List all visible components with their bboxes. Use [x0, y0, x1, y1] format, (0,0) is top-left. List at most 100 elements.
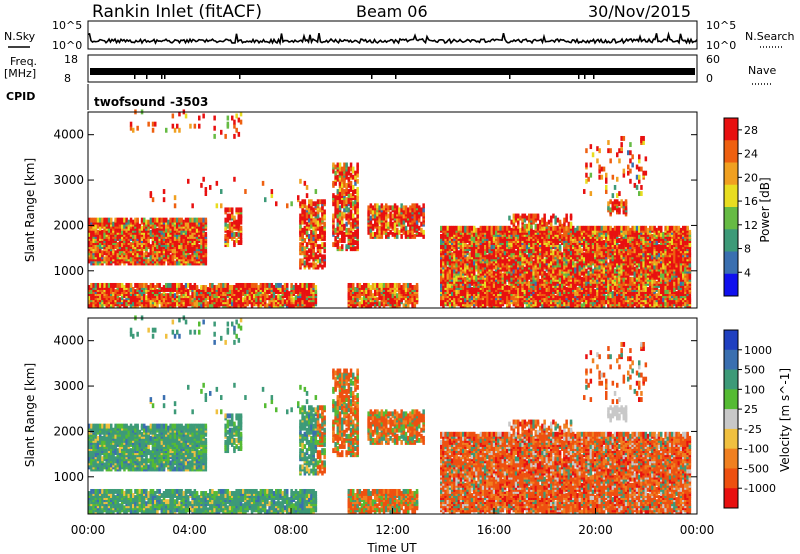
power-cell — [299, 217, 302, 223]
power-cell — [151, 282, 155, 288]
power-cell — [129, 303, 133, 309]
power-cell — [165, 238, 168, 243]
power-cell — [136, 223, 139, 229]
power-cell — [162, 297, 166, 303]
power-cell — [217, 291, 221, 297]
power-cell — [334, 236, 337, 241]
power-cell — [297, 289, 300, 295]
power-cell — [110, 256, 113, 262]
power-cell — [303, 213, 307, 219]
power-cell — [92, 244, 95, 250]
power-cell — [224, 225, 227, 231]
power-cell — [301, 258, 304, 264]
power-cell — [220, 287, 223, 292]
power-cell — [226, 121, 230, 127]
power-cell — [189, 295, 192, 301]
power-cell — [233, 133, 236, 139]
power-cell — [101, 233, 104, 239]
power-cell — [121, 282, 124, 288]
power-cell — [121, 223, 124, 229]
power-cell — [305, 301, 309, 307]
power-cell — [457, 225, 461, 231]
power-cell — [116, 282, 120, 288]
power-cell — [123, 223, 126, 229]
power-cell — [488, 225, 491, 231]
power-cell — [347, 227, 351, 233]
power-cell — [308, 254, 311, 260]
power-cell — [266, 303, 269, 309]
power-cell — [189, 282, 192, 288]
power-cell — [299, 297, 302, 303]
power-cell — [391, 213, 395, 219]
power-cell — [140, 295, 144, 301]
power-cell — [354, 207, 357, 213]
nave-tick — [134, 75, 136, 79]
power-cell — [543, 213, 546, 219]
power-cell — [380, 225, 384, 231]
power-cell — [393, 203, 397, 209]
power-cell — [349, 209, 353, 215]
power-cell — [352, 201, 355, 207]
power-cell — [323, 248, 326, 254]
power-cell — [343, 189, 346, 194]
power-cell — [510, 219, 513, 225]
power-cell — [99, 303, 102, 309]
power-cell — [547, 225, 551, 231]
power-cell — [444, 225, 447, 231]
power-cell — [169, 242, 172, 248]
power-cell — [156, 303, 159, 309]
nave-tick — [164, 75, 166, 79]
power-cell — [187, 246, 190, 252]
power-cell — [239, 233, 243, 239]
power-cell — [376, 227, 379, 233]
power-cell — [308, 291, 311, 297]
power-cell — [255, 297, 258, 303]
power-cell — [354, 199, 357, 205]
power-cell — [312, 236, 315, 241]
noise-left-tick-top: 10^5 — [52, 19, 82, 32]
power-cell — [92, 229, 95, 235]
power-cell — [233, 119, 236, 125]
power-cell — [413, 233, 417, 239]
power-cell — [303, 217, 307, 223]
power-cell — [547, 219, 551, 225]
power-cell — [305, 221, 309, 227]
power-cell — [334, 205, 337, 211]
power-cell — [154, 223, 157, 229]
power-cell — [147, 297, 150, 303]
power-cell — [165, 217, 168, 223]
nave-tick — [395, 75, 397, 79]
power-cell — [149, 229, 153, 235]
power-cell — [369, 203, 373, 209]
power-cell — [356, 187, 359, 192]
power-cell — [334, 170, 337, 176]
power-cell — [312, 264, 315, 270]
power-cell — [182, 285, 186, 290]
power-cell — [396, 227, 399, 233]
power-cell — [171, 301, 175, 307]
power-cell — [200, 285, 203, 290]
power-cell — [316, 258, 320, 264]
power-cell — [400, 207, 403, 213]
power-cell — [275, 282, 278, 288]
power-cell — [382, 295, 386, 301]
power-cell — [468, 252, 472, 258]
power-cell — [158, 299, 161, 305]
power-cell — [235, 223, 238, 229]
power-cell — [349, 291, 353, 297]
power-cell — [484, 225, 487, 231]
power-cell — [127, 233, 131, 239]
power-cell — [455, 225, 458, 231]
power-cell — [299, 178, 302, 184]
power-cell — [154, 121, 157, 127]
power-cell — [407, 207, 410, 213]
power-cell — [136, 240, 139, 246]
power-cell — [334, 201, 337, 207]
power-cell — [110, 227, 113, 233]
power-cell — [378, 282, 381, 288]
power-cell — [213, 133, 216, 139]
power-cell — [398, 207, 401, 213]
power-cell — [378, 217, 381, 223]
power-cell — [288, 291, 291, 297]
